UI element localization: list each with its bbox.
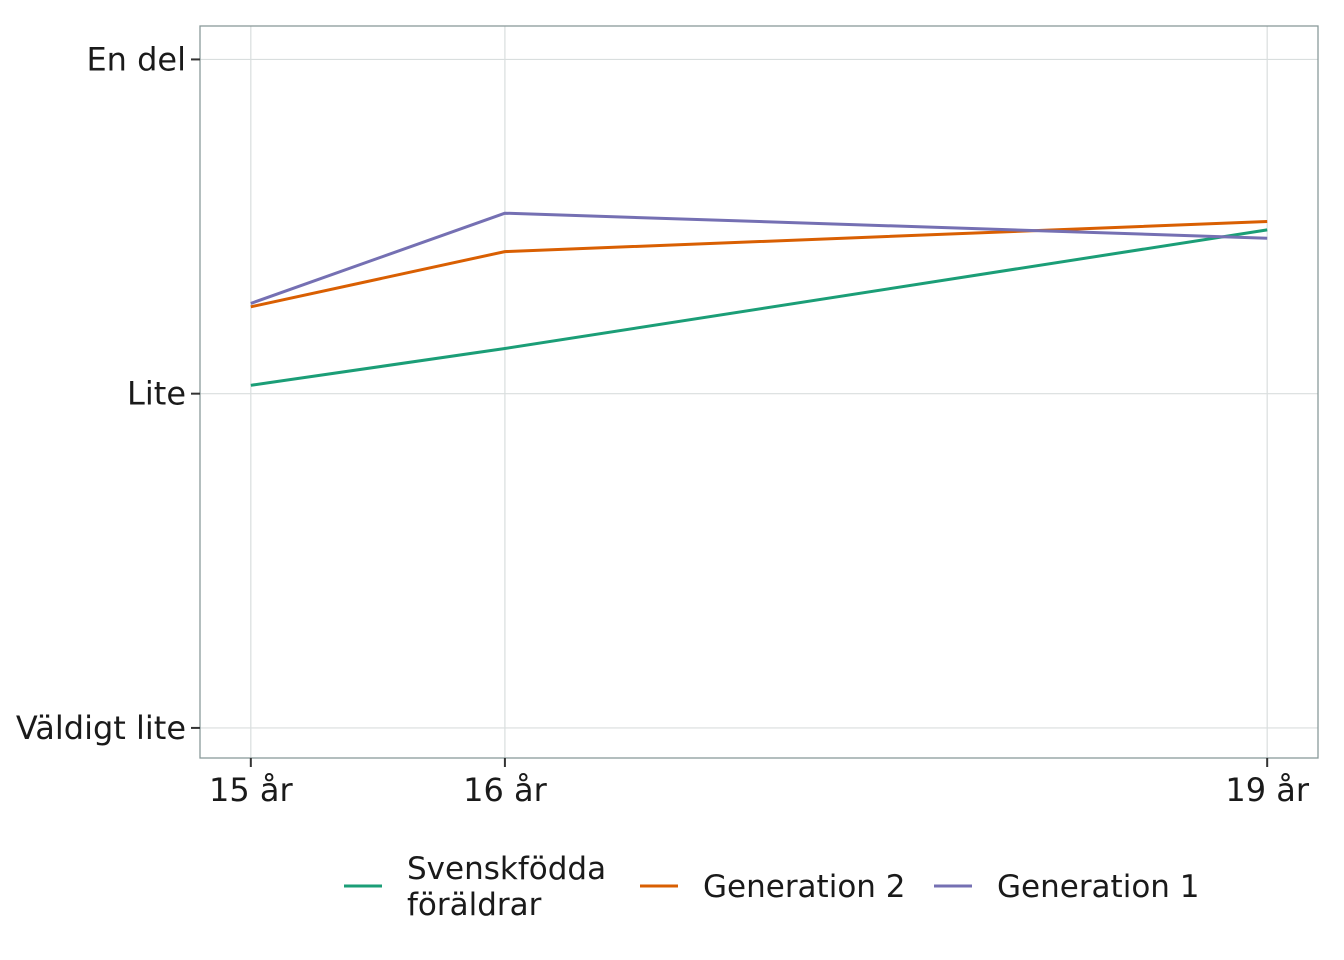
x-tick-label: 16 år: [463, 771, 548, 809]
series-lines: [250, 211, 1268, 387]
legend-label-1: Svenskfödda föräldrar: [407, 851, 606, 923]
legend-label-3: Generation 1: [997, 869, 1200, 905]
legend-label-line: föräldrar: [407, 887, 542, 923]
series-line-3: [250, 211, 1268, 305]
y-tick-label: Väldigt lite: [16, 709, 186, 747]
legend: Svenskfödda föräldrar Generation 2 Generati…: [344, 851, 1200, 923]
y-tick-label: En del: [86, 40, 186, 78]
plot-panel-border: [199, 25, 1319, 759]
x-tick-label: 19 år: [1225, 771, 1310, 809]
y-tick-label: Lite: [127, 375, 186, 413]
legend-label-line: Svenskfödda: [407, 851, 606, 887]
x-tick-label: 15 år: [209, 771, 294, 809]
grid-lines: [200, 26, 1318, 758]
legend-label-2: Generation 2: [703, 869, 906, 905]
axes: 15 år 16 år 19 år Väldigt lite Lite En del: [16, 40, 1310, 809]
series-line-1: [250, 228, 1268, 387]
series-line-2: [250, 220, 1268, 309]
